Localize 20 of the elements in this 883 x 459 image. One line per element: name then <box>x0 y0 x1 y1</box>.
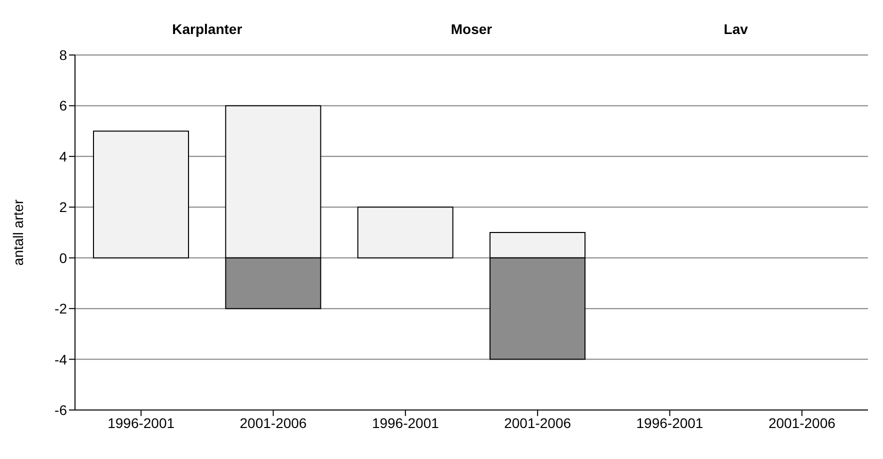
y-tick-label: 2 <box>59 199 68 216</box>
x-tick-label: 2001-2006 <box>768 414 836 431</box>
x-tick-label: 1996-2001 <box>636 414 704 431</box>
y-tick-label: 8 <box>59 46 68 63</box>
y-tick-label: -2 <box>54 300 68 317</box>
y-tick-label: 4 <box>59 148 68 164</box>
text: Moser <box>450 21 493 37</box>
x-tick-label: 2001-2006 <box>504 414 572 431</box>
bar <box>357 206 454 258</box>
bar <box>93 130 190 258</box>
x-tick-label: 2001-2006 <box>240 414 307 431</box>
y-tick-label: 6 <box>59 98 68 114</box>
text: Lav <box>724 21 748 37</box>
text: Karplanter <box>172 21 243 37</box>
y-axis-title: antall arter <box>10 199 26 266</box>
x-tick-label: 1996-2001 <box>372 414 440 431</box>
y-tick-label: 0 <box>59 250 68 266</box>
x-tick-label: 1996-2001 <box>108 414 175 431</box>
y-tick-label: -4 <box>54 351 68 368</box>
y-tick-label: -6 <box>54 402 68 418</box>
